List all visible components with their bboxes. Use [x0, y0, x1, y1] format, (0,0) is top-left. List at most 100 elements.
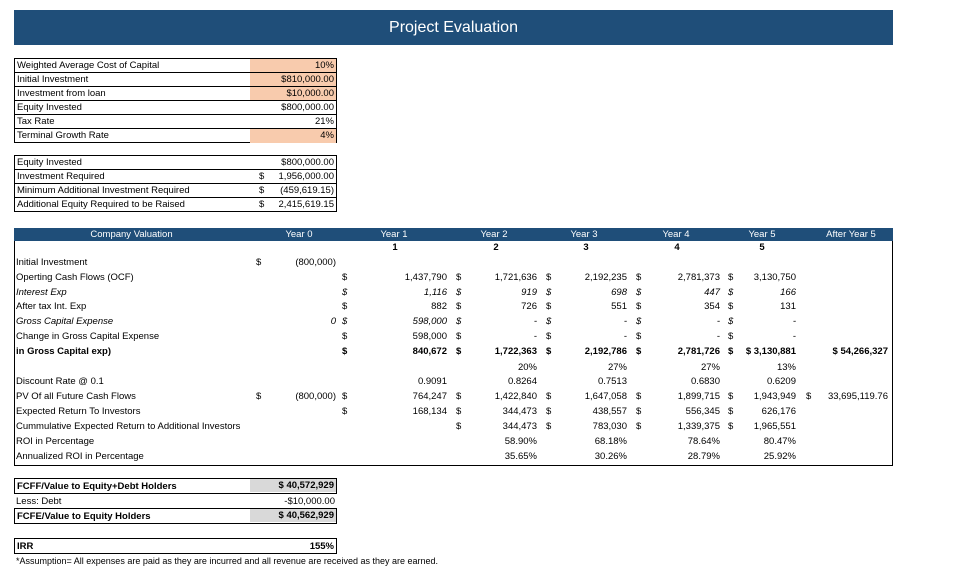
year-value-cell: 0.8264	[507, 376, 537, 387]
year-value-cell: 0.6830	[690, 376, 720, 387]
assumption-row: Equity Invested $800,000.00	[15, 101, 336, 115]
currency-symbol: $	[456, 301, 462, 312]
equity-value: 1,956,000.00	[278, 171, 334, 182]
assumption-row: Investment from loan $10,000.00	[15, 87, 336, 101]
year-value-cell: 27%	[607, 362, 627, 373]
year-number-5: 5	[759, 242, 765, 253]
year0-value: 0	[330, 316, 336, 327]
currency-symbol: $	[546, 346, 552, 357]
header-year-2: Year 2	[480, 229, 508, 240]
header-after-year-5: After Year 5	[826, 229, 876, 240]
irr-label: IRR	[17, 541, 34, 552]
assumption-label: Equity Invested	[17, 102, 82, 113]
year-value-cell: 551	[611, 301, 627, 312]
year-value-cell: 1,965,551	[753, 421, 796, 432]
year-value-cell: 919	[521, 287, 537, 298]
header-year-5: Year 5	[748, 229, 776, 240]
year-value-cell: 1,437,790	[404, 272, 447, 283]
currency-symbol: $	[456, 316, 462, 327]
year-value-cell: 840,672	[412, 346, 447, 357]
year-value-cell: -	[792, 331, 796, 342]
year-value-cell: 764,247	[412, 391, 447, 402]
year-value-cell: 0.6209	[766, 376, 796, 387]
year-value-cell: 626,176	[761, 406, 796, 417]
currency-symbol: $	[636, 406, 642, 417]
year-value-cell: -	[716, 316, 720, 327]
assumption-value[interactable]: 21%	[314, 116, 334, 127]
year-value-cell: 598,000	[412, 316, 447, 327]
currency-symbol: $	[546, 272, 552, 283]
currency-symbol: $	[636, 391, 642, 402]
year-value-cell: 168,134	[412, 406, 447, 417]
currency-symbol: $	[546, 301, 552, 312]
fcfe-value: $ 40,562,929	[250, 509, 336, 522]
assumption-label: Terminal Growth Rate	[17, 130, 109, 141]
assumption-value[interactable]: $810,000.00	[250, 73, 336, 86]
valuation-row-label: After tax Int. Exp	[16, 301, 87, 312]
year-value-cell: 698	[611, 287, 627, 298]
currency-symbol: $	[728, 421, 734, 432]
year-value-cell: 2,781,726	[677, 346, 720, 357]
year-value-cell: 27%	[700, 362, 720, 373]
currency-symbol: $	[546, 391, 552, 402]
equity-value: $800,000.00	[281, 157, 334, 168]
currency-symbol: $	[728, 316, 734, 327]
equity-label: Equity Invested	[17, 157, 82, 168]
currency-symbol: $	[456, 406, 462, 417]
year-value-cell: 1,721,636	[494, 272, 537, 283]
footnote: *Assumption= All expenses are paid as th…	[16, 556, 439, 566]
assumption-label: Tax Rate	[17, 116, 55, 127]
year1-currency: $	[342, 301, 348, 312]
currency-symbol: $	[636, 301, 642, 312]
currency-symbol: $	[728, 301, 734, 312]
year-value-cell: 35.65%	[504, 451, 537, 462]
year0-value: (800,000)	[295, 257, 336, 268]
year0-currency: $	[256, 257, 262, 268]
assumption-row: Tax Rate 21%	[15, 115, 336, 129]
year-value-cell: 438,557	[592, 406, 627, 417]
valuation-row-label: Gross Capital Expense	[16, 316, 114, 327]
year-value-cell: 2,192,235	[584, 272, 627, 283]
year-value-cell: -	[623, 331, 627, 342]
year-number-1: 1	[392, 242, 398, 253]
assumption-label: Investment from loan	[17, 88, 106, 99]
currency-symbol: $	[456, 421, 462, 432]
currency-symbol: $	[456, 272, 462, 283]
currency-symbol: $	[259, 185, 265, 196]
equity-label: Additional Equity Required to be Raised	[17, 199, 185, 210]
year-value-cell: 1,339,375	[677, 421, 720, 432]
currency-symbol: $	[456, 391, 462, 402]
year-value-cell: -	[533, 316, 537, 327]
year-value-cell: 598,000	[412, 331, 447, 342]
currency-symbol: $	[456, 287, 462, 298]
year-number-3: 3	[583, 242, 589, 253]
equity-value: (459,619.15)	[280, 185, 334, 196]
year0-value: (800,000)	[295, 391, 336, 402]
equity-value: 2,415,619.15	[278, 199, 334, 210]
valuation-header-bar: Company Valuation Year 0 Year 1 Year 2 Y…	[14, 228, 893, 241]
valuation-row-label: Cummulative Expected Return to Additiona…	[16, 421, 241, 432]
year-value-cell: 0.9091	[417, 376, 447, 387]
equity-label: Investment Required	[17, 171, 105, 182]
equity-requirement-table: Equity Invested $800,000.00 Investment Req…	[14, 155, 337, 212]
valuation-row-label: Initial Investment	[16, 257, 88, 268]
currency-symbol: $	[259, 199, 265, 210]
currency-symbol: $	[728, 331, 734, 342]
currency-symbol: $	[546, 421, 552, 432]
currency-symbol: $	[546, 331, 552, 342]
irr-box: IRR 155%	[14, 538, 337, 554]
valuation-row-label: Change in Gross Capital Expense	[16, 331, 160, 342]
assumption-label: Initial Investment	[17, 74, 89, 85]
year-value-cell: 1,899,715	[677, 391, 720, 402]
valuation-row-label: Interest Exp	[16, 287, 67, 298]
assumption-value[interactable]: $10,000.00	[250, 87, 336, 100]
valuation-row-label: Operting Cash Flows (OCF)	[16, 272, 134, 283]
assumption-value[interactable]: $800,000.00	[281, 102, 334, 113]
assumption-value[interactable]: 10%	[250, 59, 336, 72]
header-year-4: Year 4	[662, 229, 690, 240]
assumption-value[interactable]: 4%	[250, 129, 336, 143]
currency-symbol: $	[636, 346, 642, 357]
year-value-cell: 25.92%	[763, 451, 796, 462]
header-year-0: Year 0	[285, 229, 313, 240]
year-value-cell: 68.18%	[594, 436, 627, 447]
